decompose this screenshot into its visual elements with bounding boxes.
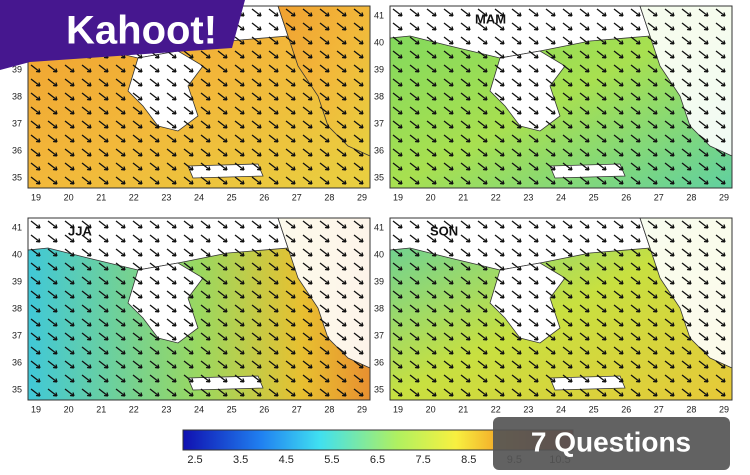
x-tick-label: 29 (719, 404, 729, 414)
x-tick-label: 23 (161, 192, 171, 202)
y-tick-label: 39 (374, 276, 384, 286)
y-tick-label: 41 (374, 222, 384, 232)
x-tick-label: 28 (324, 192, 334, 202)
x-tick-label: 29 (357, 404, 367, 414)
x-tick-label: 27 (654, 192, 664, 202)
colorbar-label: 6.5 (370, 454, 385, 466)
y-tick-label: 35 (374, 384, 384, 394)
map-panels: 19 20 21 22 23 24 25 26 27 28 29 35 36 37 38 39 40 41 19 20… (12, 5, 733, 414)
y-tick-label: 39 (374, 64, 384, 74)
x-tick-label: 20 (426, 404, 436, 414)
x-tick-label: 20 (426, 192, 436, 202)
frame (389, 5, 733, 189)
y-tick-label: 40 (374, 249, 384, 259)
x-tick-label: 23 (523, 192, 533, 202)
badge: 7 Questions (531, 426, 691, 457)
x-tick-label: 19 (31, 404, 41, 414)
wind-arrows (28, 218, 370, 400)
colorbar-label: 5.5 (324, 454, 339, 466)
y-tick-label: 41 (12, 222, 22, 232)
y-tick-label: 36 (374, 145, 384, 155)
x-tick-label: 21 (96, 404, 106, 414)
y-tick-label: 38 (12, 303, 22, 313)
y-tick-label: 38 (12, 91, 22, 101)
y-tick-label: 35 (374, 172, 384, 182)
x-tick-label: 26 (621, 404, 631, 414)
x-tick-label: 20 (64, 404, 74, 414)
season-label: MAM (475, 11, 506, 26)
y-tick-label: 40 (374, 37, 384, 47)
logo-background (0, 0, 245, 70)
y-tick-label: 38 (374, 303, 384, 313)
x-tick-label: 19 (393, 404, 403, 414)
x-tick-label: 21 (96, 192, 106, 202)
x-tick-label: 29 (719, 192, 729, 202)
x-tick-label: 23 (523, 404, 533, 414)
y-tick-label: 39 (12, 64, 22, 74)
y-tick-label: 36 (12, 357, 22, 367)
colorbar-label: 4.5 (279, 454, 294, 466)
y-tick-label: 37 (12, 118, 22, 128)
x-tick-label: 28 (686, 404, 696, 414)
x-tick-label: 22 (129, 192, 139, 202)
logo: Kahoot! (66, 9, 217, 53)
map-panel: 19 20 21 22 23 24 25 26 27 28 29 35 36 37 38 39 40 41 JJA (12, 217, 371, 414)
x-tick-label: 26 (621, 192, 631, 202)
map-panel: 19 20 21 22 23 24 25 26 27 28 29 35 36 37 38 39 40 41 SON (374, 217, 733, 414)
y-tick-label: 40 (12, 249, 22, 259)
y-tick-label: 38 (374, 91, 384, 101)
y-tick-label: 39 (12, 276, 22, 286)
season-label: SON (430, 223, 458, 238)
x-tick-label: 24 (194, 404, 204, 414)
season-label: JJA (68, 223, 92, 238)
x-tick-label: 24 (556, 192, 566, 202)
colorbar-label: 3.5 (233, 454, 248, 466)
x-tick-label: 25 (227, 404, 237, 414)
y-tick-label: 37 (12, 330, 22, 340)
y-tick-label: 41 (374, 10, 384, 20)
x-tick-label: 29 (357, 192, 367, 202)
x-tick-label: 24 (194, 192, 204, 202)
x-tick-label: 19 (31, 192, 41, 202)
colorbar-label: 2.5 (187, 454, 202, 466)
x-tick-label: 23 (161, 404, 171, 414)
x-tick-label: 27 (292, 192, 302, 202)
x-tick-label: 22 (491, 192, 501, 202)
y-tick-label: 36 (12, 145, 22, 155)
y-tick-label: 36 (374, 357, 384, 367)
x-tick-label: 26 (259, 404, 269, 414)
x-tick-label: 26 (259, 192, 269, 202)
x-tick-label: 27 (654, 404, 664, 414)
x-tick-label: 24 (556, 404, 566, 414)
colorbar-label: 8.5 (461, 454, 476, 466)
y-tick-label: 37 (374, 118, 384, 128)
x-tick-label: 27 (292, 404, 302, 414)
frame (389, 217, 733, 401)
x-tick-label: 22 (491, 404, 501, 414)
y-tick-label: 37 (374, 330, 384, 340)
x-tick-label: 28 (324, 404, 334, 414)
colorbar-label: 7.5 (415, 454, 430, 466)
frame (27, 217, 371, 401)
x-tick-label: 28 (686, 192, 696, 202)
x-tick-label: 22 (129, 404, 139, 414)
badge-background (493, 417, 730, 470)
x-tick-label: 21 (458, 404, 468, 414)
wind-arrows (390, 218, 732, 400)
y-tick-label: 35 (12, 172, 22, 182)
x-tick-label: 19 (393, 192, 403, 202)
x-tick-label: 20 (64, 192, 74, 202)
map-panel: 19 20 21 22 23 24 25 26 27 28 29 35 36 37 38 39 40 41 MAM (374, 5, 733, 202)
x-tick-label: 25 (589, 404, 599, 414)
y-tick-label: 35 (12, 384, 22, 394)
x-tick-label: 25 (227, 192, 237, 202)
wind-arrows (390, 6, 732, 188)
x-tick-label: 21 (458, 192, 468, 202)
x-tick-label: 25 (589, 192, 599, 202)
